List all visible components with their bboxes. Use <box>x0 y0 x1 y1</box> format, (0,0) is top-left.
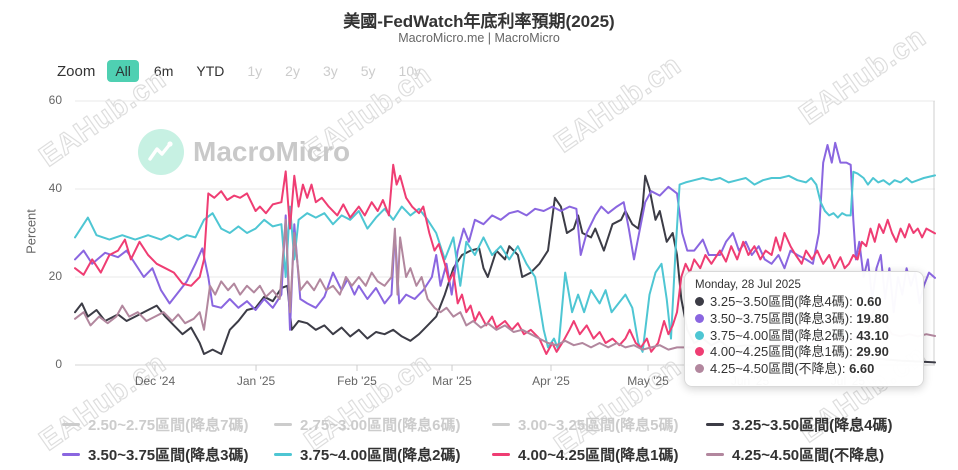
legend-label: 3.75~4.00區間(降息2碼) <box>300 447 461 464</box>
legend-label: 3.00~3.25區間(降息5碼) <box>518 417 679 434</box>
legend-item[interactable]: 2.50~2.75區間(降息7碼) <box>62 414 274 435</box>
page-title: 美國-FedWatch年底利率預期(2025) <box>343 12 615 31</box>
x-tick-label: Apr '25 <box>532 374 570 388</box>
y-tick-label: 0 <box>55 357 62 371</box>
tooltip-row: 4.00~4.25區間(降息1碼): 29.90 <box>695 344 913 361</box>
x-tick-label: Dec '24 <box>134 374 176 388</box>
legend-swatch-icon <box>62 453 80 456</box>
range-button-2y: 2y <box>277 60 308 82</box>
legend-swatch-icon <box>274 453 292 456</box>
legend-item[interactable]: 3.00~3.25區間(降息5碼) <box>492 414 706 435</box>
legend-swatch-icon <box>492 453 510 456</box>
legend-item[interactable]: 4.00~4.25區間(降息1碼) <box>492 444 706 465</box>
y-axis-title: Percent <box>23 209 39 254</box>
series-dot-icon <box>695 347 704 357</box>
range-button-3y: 3y <box>315 60 346 82</box>
series-line <box>74 163 936 355</box>
legend-swatch-icon <box>492 423 510 426</box>
series-dot-icon <box>695 364 704 374</box>
y-tick-label: 40 <box>48 181 62 195</box>
y-tick-label: 60 <box>48 93 62 107</box>
tooltip-row: 3.75~4.00區間(降息2碼): 43.10 <box>695 328 913 345</box>
range-button-6m[interactable]: 6m <box>146 60 181 82</box>
legend-label: 3.50~3.75區間(降息3碼) <box>88 447 249 464</box>
range-button-5y: 5y <box>353 60 384 82</box>
zoom-label: Zoom <box>57 62 96 80</box>
range-button-ytd[interactable]: YTD <box>188 60 232 82</box>
page-subtitle: MacroMicro.me | MacroMicro <box>398 31 560 45</box>
series-dot-icon <box>695 330 704 340</box>
series-line <box>74 170 936 353</box>
range-button-10y: 10y <box>391 60 430 82</box>
x-tick-label: May '25 <box>627 374 669 388</box>
legend-item[interactable]: 3.50~3.75區間(降息3碼) <box>62 444 274 465</box>
series-line <box>74 141 936 331</box>
legend-item[interactable]: 3.75~4.00區間(降息2碼) <box>274 444 492 465</box>
legend-label: 2.75~3.00區間(降息6碼) <box>300 417 461 434</box>
legend-label: 2.50~2.75區間(降息7碼) <box>88 417 249 434</box>
legend-swatch-icon <box>62 423 80 426</box>
legend-label: 4.25~4.50區間(不降息) <box>732 447 885 464</box>
tooltip-row: 3.25~3.50區間(降息4碼): 0.60 <box>695 294 913 311</box>
y-tick-label: 20 <box>48 269 62 283</box>
series-line <box>74 174 936 364</box>
tooltip-row: 4.25~4.50區間(不降息): 6.60 <box>695 361 913 378</box>
series-dot-icon <box>695 297 704 306</box>
tooltip-date: Monday, 28 Jul 2025 <box>695 279 801 291</box>
legend-item[interactable]: 3.25~3.50區間(降息4碼) <box>706 414 942 435</box>
legend-item[interactable]: 2.75~3.00區間(降息6碼) <box>274 414 492 435</box>
legend-swatch-icon <box>274 423 292 426</box>
legend: 2.50~2.75區間(降息7碼) 2.75~3.00區間(降息6碼) 3.00~3… <box>62 414 942 465</box>
legend-swatch-icon <box>706 423 724 426</box>
tooltip-row: 3.50~3.75區間(降息3碼): 19.80 <box>695 311 913 328</box>
legend-swatch-icon <box>706 453 724 456</box>
legend-item[interactable]: 4.25~4.50區間(不降息) <box>706 444 942 465</box>
x-tick-label: Jan '25 <box>236 374 276 388</box>
legend-label: 4.00~4.25區間(降息1碼) <box>518 447 679 464</box>
range-toolbar: Zoom All 6m YTD 1y 2y 3y 5y 10y <box>57 60 429 82</box>
legend-label: 3.25~3.50區間(降息4碼) <box>732 417 893 434</box>
x-tick-label: Mar '25 <box>432 374 472 388</box>
tooltip: Monday, 28 Jul 2025 3.25~3.50區間(降息4碼): 0… <box>684 271 924 387</box>
range-button-all[interactable]: All <box>107 60 139 82</box>
range-button-1y: 1y <box>239 60 270 82</box>
x-tick-label: Feb '25 <box>337 374 377 388</box>
series-dot-icon <box>695 313 704 323</box>
